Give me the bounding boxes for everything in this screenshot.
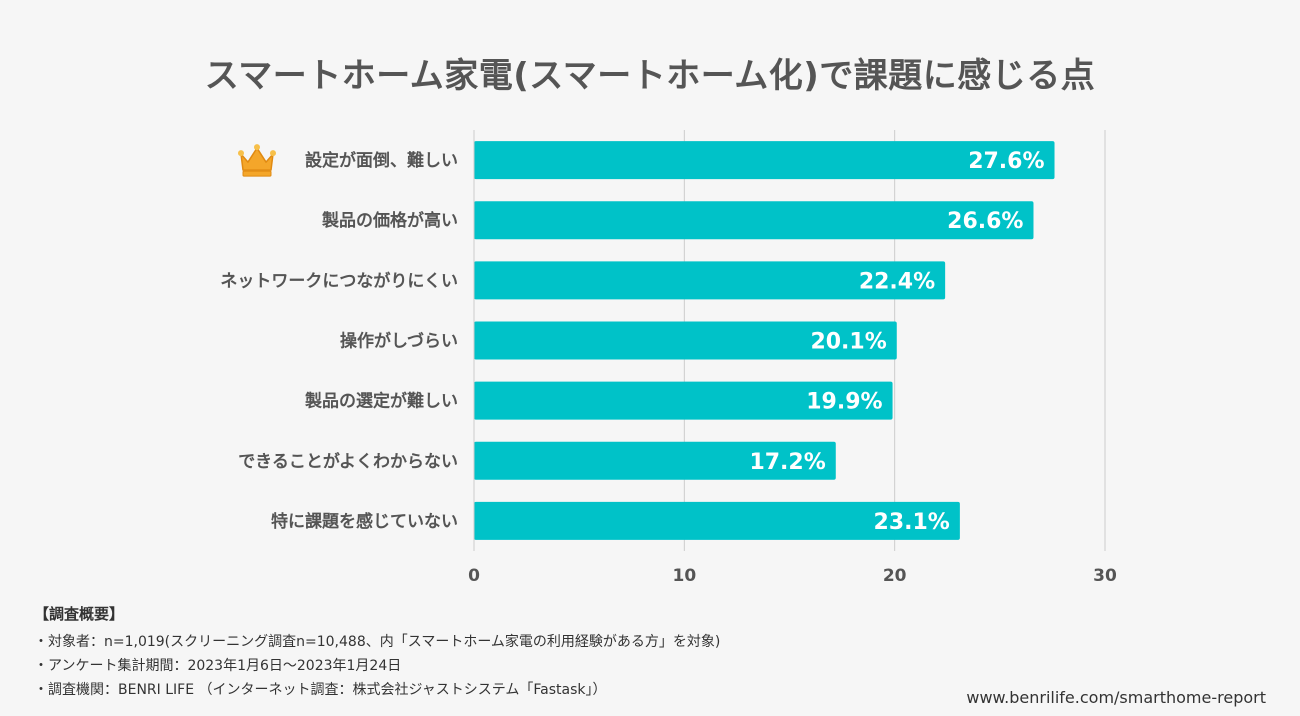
bar-4 xyxy=(474,381,893,420)
bar-chart: 0 10 20 30 27.6% 設定が面倒、難しい 26.6% 製品の価格が高い 22.4% ネ… xyxy=(220,130,1117,586)
x-tick-label-30: 30 xyxy=(1093,566,1117,586)
category-label-0: 設定が面倒、難しい xyxy=(305,150,458,171)
crown-icon xyxy=(238,144,276,177)
category-label-3: 操作がしづらい xyxy=(340,331,458,352)
category-label-1: 製品の価格が高い xyxy=(321,210,458,231)
bar-1 xyxy=(474,201,1034,240)
survey-heading: 【調査概要】 xyxy=(34,605,125,623)
x-tick-label-20: 20 xyxy=(883,566,907,586)
bar-value-label-4: 19.9% xyxy=(806,390,882,415)
chart-title: スマートホーム家電(スマートホーム化)で課題に感じる点 xyxy=(204,56,1096,96)
category-label-4: 製品の選定が難しい xyxy=(304,391,458,412)
x-tick-label-0: 0 xyxy=(468,566,480,586)
survey-line-target: ・対象者：n=1,019(スクリーニング調査n=10,488、内「スマートホーム… xyxy=(34,634,721,650)
survey-line-agency: ・調査機関：BENRI LIFE （インターネット調査：株式会社ジャストシステム… xyxy=(34,682,607,698)
bar-2 xyxy=(474,261,946,300)
survey-summary: 【調査概要】 ・対象者：n=1,019(スクリーニング調査n=10,488、内「… xyxy=(34,602,720,702)
x-tick-label-10: 10 xyxy=(672,566,696,586)
bar-3 xyxy=(474,321,897,360)
bar-0 xyxy=(474,141,1055,180)
bar-value-label-1: 26.6% xyxy=(947,209,1023,234)
bar-value-label-2: 22.4% xyxy=(859,269,935,294)
bar-6 xyxy=(474,501,960,540)
category-label-6: 特に課題を感じていない xyxy=(271,511,458,532)
bar-value-label-3: 20.1% xyxy=(810,330,886,355)
bar-value-label-5: 17.2% xyxy=(749,450,825,475)
category-label-5: できることがよくわからない xyxy=(238,451,458,472)
bar-value-label-0: 27.6% xyxy=(968,149,1044,174)
source-url: www.benrilife.com/smarthome-report xyxy=(966,688,1266,707)
bar-5 xyxy=(474,441,836,480)
bar-value-label-6: 23.1% xyxy=(874,510,950,535)
category-label-2: ネットワークにつながりにくい xyxy=(220,270,458,291)
survey-line-period: ・アンケート集計期間：2023年1月6日〜2023年1月24日 xyxy=(34,658,402,674)
